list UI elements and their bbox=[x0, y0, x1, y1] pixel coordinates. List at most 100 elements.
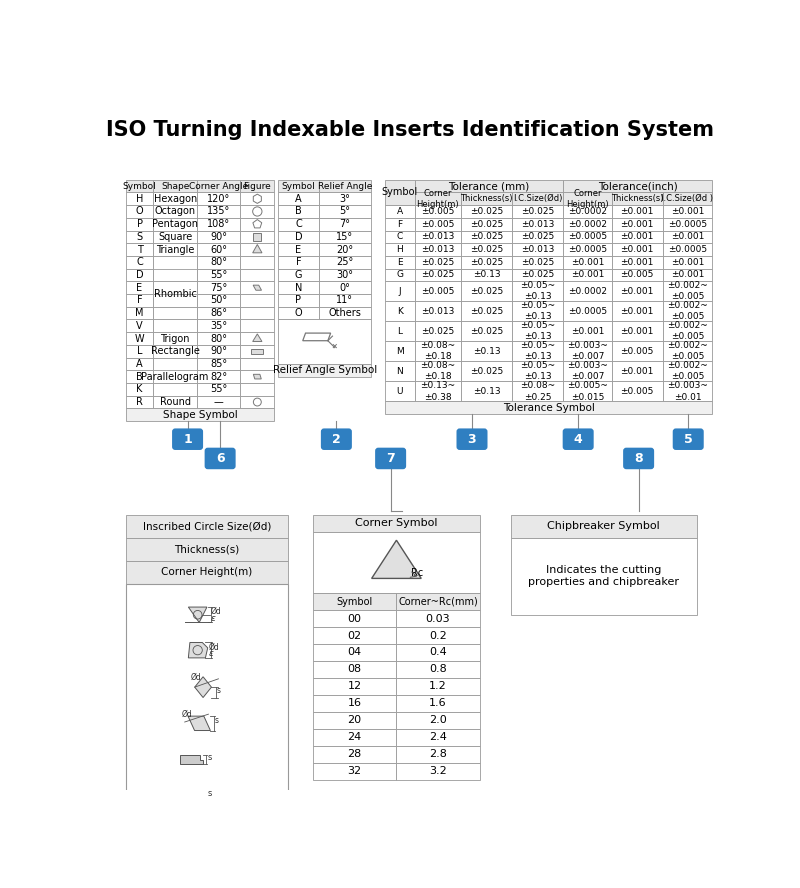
Text: Pentagon: Pentagon bbox=[152, 219, 198, 229]
Bar bbox=[240, 294, 274, 306]
Bar bbox=[386, 269, 414, 281]
Bar bbox=[278, 269, 318, 281]
Bar bbox=[512, 321, 563, 341]
Text: 2.4: 2.4 bbox=[429, 733, 447, 742]
Text: I.C.Size(Ød): I.C.Size(Ød) bbox=[513, 194, 562, 203]
Bar bbox=[563, 341, 611, 361]
Bar bbox=[461, 243, 512, 256]
Text: 80°: 80° bbox=[210, 334, 227, 344]
Text: F: F bbox=[398, 219, 402, 229]
Bar bbox=[662, 218, 712, 231]
Polygon shape bbox=[180, 756, 203, 764]
Text: ±0.003~
±0.007: ±0.003~ ±0.007 bbox=[567, 361, 608, 382]
Bar bbox=[126, 294, 154, 306]
Text: 30°: 30° bbox=[336, 270, 354, 280]
Text: ±0.003~
±0.01: ±0.003~ ±0.01 bbox=[667, 382, 708, 401]
Text: 0.4: 0.4 bbox=[429, 647, 446, 657]
Text: Shape Symbol: Shape Symbol bbox=[162, 409, 238, 420]
Text: ±0.005: ±0.005 bbox=[620, 271, 654, 280]
FancyBboxPatch shape bbox=[457, 428, 487, 450]
Bar bbox=[512, 243, 563, 256]
Text: ε: ε bbox=[210, 614, 215, 622]
Polygon shape bbox=[254, 375, 262, 379]
Bar bbox=[512, 256, 563, 269]
Text: Octagon: Octagon bbox=[154, 207, 196, 217]
Bar bbox=[461, 256, 512, 269]
Text: ±0.001: ±0.001 bbox=[570, 327, 604, 336]
Bar bbox=[313, 644, 396, 661]
Text: ±0.005: ±0.005 bbox=[620, 347, 654, 356]
Bar bbox=[563, 256, 611, 269]
Bar bbox=[461, 321, 512, 341]
Text: 16: 16 bbox=[347, 698, 362, 709]
Text: Corner Angle: Corner Angle bbox=[189, 181, 248, 191]
Bar bbox=[512, 281, 563, 301]
Bar bbox=[240, 320, 274, 332]
Bar bbox=[126, 218, 154, 231]
Text: P: P bbox=[295, 296, 302, 305]
Bar bbox=[414, 256, 461, 269]
Bar bbox=[386, 205, 414, 218]
Bar bbox=[512, 231, 563, 243]
Bar bbox=[318, 205, 371, 218]
Text: 5: 5 bbox=[684, 432, 693, 446]
Text: ±0.025: ±0.025 bbox=[470, 287, 503, 296]
Text: ±0.005: ±0.005 bbox=[422, 207, 454, 216]
Bar bbox=[240, 332, 274, 345]
Text: ±0.001: ±0.001 bbox=[620, 307, 654, 316]
Text: 90°: 90° bbox=[210, 232, 227, 242]
Text: 2: 2 bbox=[332, 432, 341, 446]
Text: Round: Round bbox=[160, 397, 190, 407]
Bar bbox=[386, 361, 414, 382]
Text: ±0.025: ±0.025 bbox=[470, 307, 503, 316]
Text: 55°: 55° bbox=[210, 385, 227, 394]
Bar bbox=[154, 269, 197, 281]
Bar bbox=[510, 538, 697, 614]
Text: H: H bbox=[136, 194, 143, 203]
Bar bbox=[461, 205, 512, 218]
Text: Thickness(s): Thickness(s) bbox=[611, 194, 663, 203]
Bar bbox=[563, 179, 712, 193]
Text: 3: 3 bbox=[468, 432, 476, 446]
Text: Tolerance(inch): Tolerance(inch) bbox=[598, 181, 678, 191]
Text: D: D bbox=[294, 232, 302, 242]
Bar bbox=[461, 361, 512, 382]
Text: Relief Angle Symbol: Relief Angle Symbol bbox=[273, 366, 377, 376]
Text: M: M bbox=[396, 347, 404, 356]
Bar bbox=[126, 383, 154, 396]
Bar bbox=[318, 256, 371, 269]
Text: 6: 6 bbox=[216, 452, 225, 465]
Bar bbox=[461, 341, 512, 361]
Text: 28: 28 bbox=[347, 749, 362, 759]
Bar bbox=[414, 281, 461, 301]
Text: ±0.025: ±0.025 bbox=[470, 367, 503, 376]
Bar bbox=[386, 281, 414, 301]
Polygon shape bbox=[188, 716, 210, 731]
Bar bbox=[461, 382, 512, 401]
Bar bbox=[461, 193, 512, 205]
Bar bbox=[662, 301, 712, 321]
Text: ±0.001: ±0.001 bbox=[670, 271, 704, 280]
Bar bbox=[662, 321, 712, 341]
Text: 7°: 7° bbox=[339, 219, 350, 229]
Bar bbox=[240, 396, 274, 408]
Text: Rhombic: Rhombic bbox=[154, 289, 197, 299]
Text: ±0.025: ±0.025 bbox=[422, 327, 454, 336]
Bar bbox=[386, 382, 414, 401]
Text: Ød: Ød bbox=[190, 672, 202, 681]
Text: K: K bbox=[136, 385, 142, 394]
Text: ±0.025: ±0.025 bbox=[470, 245, 503, 254]
Text: Symbol: Symbol bbox=[282, 181, 315, 191]
Text: ±0.13~
±0.38: ±0.13~ ±0.38 bbox=[420, 382, 455, 401]
Bar bbox=[197, 193, 240, 205]
Text: D: D bbox=[136, 270, 143, 280]
Text: 82°: 82° bbox=[210, 372, 227, 382]
Text: Indicates the cutting
properties and chipbreaker: Indicates the cutting properties and chi… bbox=[528, 565, 679, 588]
Bar bbox=[278, 243, 318, 256]
Text: M: M bbox=[135, 308, 144, 318]
Text: E: E bbox=[137, 282, 142, 293]
Bar bbox=[126, 193, 154, 205]
Text: B: B bbox=[136, 372, 143, 382]
Bar bbox=[126, 515, 288, 538]
Text: ±0.001: ±0.001 bbox=[620, 245, 654, 254]
